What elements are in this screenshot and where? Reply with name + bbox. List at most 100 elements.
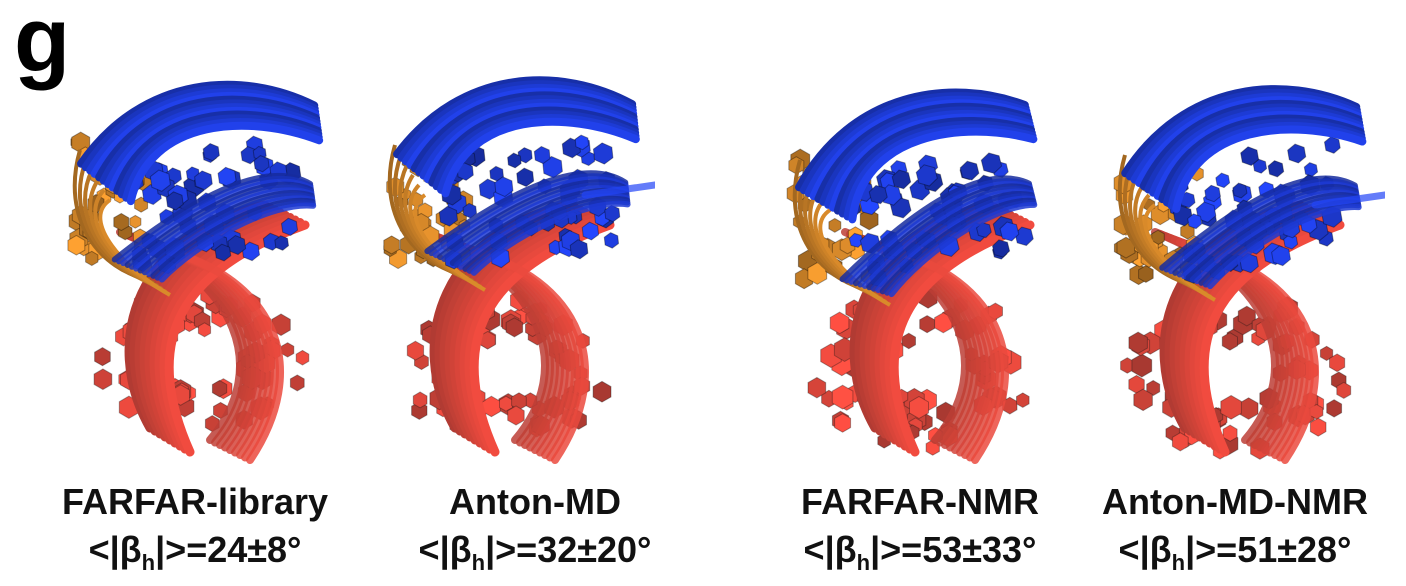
base-hexagon (581, 221, 600, 241)
rna-ensemble-image (786, 88, 1038, 464)
flexible-tail (1311, 191, 1385, 209)
base-hexagon (227, 234, 247, 256)
base-hexagon (891, 169, 912, 190)
backbone-strand (888, 201, 1038, 298)
backbone-strand (470, 200, 631, 276)
upper-helix (77, 80, 324, 283)
ensemble-name: FARFAR-library (61, 481, 329, 522)
base-hexagon (1323, 136, 1341, 154)
ensemble-metric: <|βh|>=24±8° (88, 529, 302, 575)
ensemble-anton-md (355, 40, 655, 480)
base-hexagon (274, 235, 290, 251)
ensemble-metric: <|βh|>=51±28° (1118, 529, 1352, 575)
backbone-strand (1172, 125, 1367, 213)
base-hexagon (1329, 353, 1346, 373)
base-hexagon (214, 243, 232, 262)
base-hexagon (991, 239, 1011, 258)
base-hexagon (1319, 345, 1334, 362)
base-hexagon (1131, 353, 1153, 378)
backbone-strand (1207, 204, 1362, 290)
backbone-strand (461, 244, 589, 464)
base-hexagon (85, 250, 99, 267)
base-hexagon (1128, 331, 1148, 354)
base-hexagon (494, 176, 514, 198)
base-hexagon (980, 152, 1003, 174)
base-hexagon (516, 167, 535, 188)
backbone-strand (441, 117, 640, 198)
base-hexagon (507, 405, 525, 426)
base-hexagon (569, 239, 589, 260)
ensemble-metric: <|βh|>=53±33° (803, 529, 1037, 575)
backbone-strand (881, 244, 1009, 464)
rna-ensemble-image (67, 80, 324, 464)
base-hexagon (603, 232, 620, 249)
base-hexagon (592, 142, 614, 165)
base-hexagon (1133, 388, 1153, 412)
base-hexagon (197, 322, 212, 338)
base-hexagon (848, 232, 864, 248)
base-hexagon (1138, 264, 1154, 283)
base-hexagon (280, 342, 295, 358)
base-hexagon (1238, 397, 1259, 420)
base-hexagon (1271, 245, 1292, 267)
base-hexagon (93, 368, 113, 391)
base-hexagon (383, 235, 400, 255)
base-hexagon (149, 169, 171, 192)
base-hexagon (295, 349, 310, 366)
backbone-strand (889, 220, 1035, 457)
base-hexagon (165, 191, 184, 211)
base-hexagon (1220, 394, 1242, 420)
base-hexagon (1187, 213, 1203, 230)
base-hexagon (1267, 160, 1285, 178)
upper-helix (795, 88, 1038, 298)
base-hexagon (280, 217, 299, 236)
backbone-strand (156, 244, 284, 464)
base-hexagon (1171, 432, 1189, 452)
base-hexagon (909, 395, 929, 420)
base-hexagon (113, 212, 130, 232)
backbone-strand (848, 127, 1038, 224)
ensemble-name: Anton-MD (449, 481, 621, 522)
base-hexagon (517, 147, 533, 164)
base-hexagon (868, 184, 888, 205)
base-hexagon (807, 376, 827, 399)
base-hexagon (1016, 392, 1030, 408)
base-hexagon (574, 134, 590, 151)
base-hexagon (438, 205, 459, 227)
base-hexagon (919, 315, 936, 334)
base-hexagon (202, 142, 220, 162)
base-hexagon (1326, 399, 1343, 418)
base-hexagon (129, 214, 142, 229)
base-hexagon (1232, 182, 1248, 199)
base-hexagon (831, 384, 854, 410)
ensemble-anton-md-nmr (1085, 40, 1385, 480)
base-hexagon (1222, 424, 1238, 442)
base-hexagon (901, 332, 916, 350)
backbone-strand (818, 208, 891, 307)
backbone-strand (158, 202, 317, 283)
base-hexagon (1195, 201, 1217, 223)
panel-label: g (14, 0, 71, 91)
backbone-strand (126, 121, 324, 206)
base-hexagon (289, 374, 305, 392)
base-hexagon (1146, 379, 1161, 397)
base-hexagon (411, 401, 428, 420)
flexible-tail (581, 181, 655, 199)
base-hexagon (67, 234, 86, 256)
ensemble-farfar-library (40, 40, 340, 480)
base-hexagon (604, 204, 621, 223)
ensemble-metric: <|βh|>=32±20° (418, 529, 652, 575)
base-hexagon (507, 152, 522, 169)
upper-helix (1121, 85, 1367, 290)
caption-anton-md-nmr: Anton-MD-NMR <|βh|>=51±28° (1070, 478, 1400, 574)
base-hexagon (828, 217, 842, 233)
base-hexagon (859, 208, 879, 231)
caption-farfar-nmr: FARFAR-NMR <|βh|>=53±33° (755, 478, 1085, 574)
base-hexagon (1336, 381, 1352, 399)
base-hexagon (94, 347, 111, 367)
base-hexagon (1283, 233, 1299, 250)
backbone-strand (413, 193, 486, 292)
base-hexagon (533, 145, 551, 165)
caption-anton-md: Anton-MD <|βh|>=32±20° (370, 478, 700, 574)
base-hexagon (1204, 184, 1221, 203)
